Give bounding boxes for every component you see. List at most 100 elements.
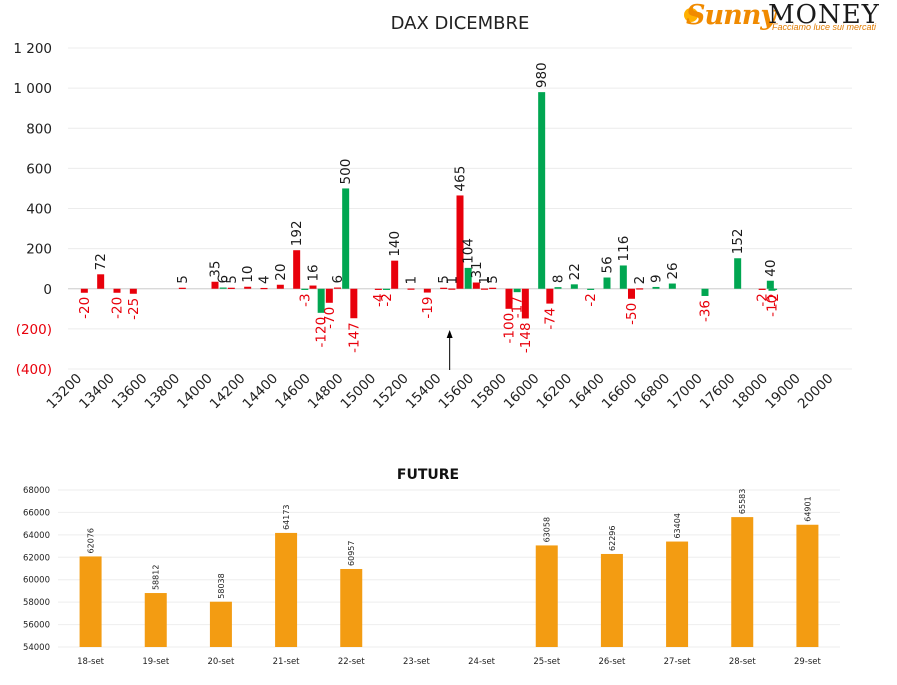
x-tick-label: 16400 [566, 371, 608, 413]
y-tick-label: 58000 [23, 598, 50, 608]
data-label: -4 [371, 294, 387, 307]
data-label: 56 [600, 256, 616, 273]
data-label: 2 [632, 276, 648, 285]
bar [227, 287, 235, 289]
x-tick-label: 17000 [664, 371, 706, 413]
bar [538, 92, 546, 289]
data-label: 5 [224, 275, 240, 284]
data-label: 64901 [803, 496, 812, 521]
x-tick-label: 16000 [501, 371, 543, 413]
bar [554, 287, 562, 289]
x-tick-label: 14600 [272, 371, 314, 413]
sun-icon [684, 8, 698, 22]
data-label: 116 [616, 236, 632, 262]
x-tick-label: 25-set [533, 657, 561, 667]
arrow-head-icon [446, 330, 453, 338]
data-label: 60957 [347, 541, 356, 566]
bar [334, 287, 341, 289]
x-tick-label: 15200 [370, 371, 412, 413]
bar [619, 265, 627, 289]
x-tick-label: 22-set [338, 657, 366, 667]
bar [209, 601, 232, 647]
x-tick-label: 15000 [337, 371, 379, 413]
bar [731, 517, 754, 647]
bar [666, 541, 689, 647]
data-label: 62296 [608, 526, 617, 551]
data-label: 22 [567, 263, 583, 280]
bar [600, 553, 623, 647]
data-label: -20 [110, 297, 126, 319]
x-tick-label: 28-set [729, 657, 757, 667]
data-label: 26 [665, 262, 681, 279]
bar [407, 288, 415, 290]
x-tick-label: 15600 [435, 371, 477, 413]
bar [374, 288, 382, 290]
data-label: 35 [208, 261, 224, 278]
bar [448, 288, 456, 290]
data-label: -147 [346, 322, 362, 353]
data-label: -20 [77, 297, 93, 319]
bar [513, 288, 521, 293]
data-label: -120 [314, 317, 330, 348]
y-tick-label: 56000 [23, 621, 50, 631]
bar [129, 288, 137, 294]
x-tick-label: 13400 [76, 371, 118, 413]
y-tick-label: 62000 [23, 553, 50, 563]
bar [97, 274, 105, 289]
data-label: 58812 [152, 565, 161, 590]
y-tick-label: 400 [26, 202, 52, 218]
bar [440, 287, 448, 289]
bar [505, 288, 513, 309]
data-label: 192 [289, 220, 305, 246]
y-tick-label: 800 [26, 121, 52, 137]
x-tick-label: 20-set [207, 657, 235, 667]
data-label: -19 [420, 297, 436, 319]
bar [489, 287, 497, 289]
x-tick-label: 29-set [794, 657, 822, 667]
data-label: 140 [387, 231, 403, 257]
x-tick-label: 19000 [762, 371, 804, 413]
data-label: 20 [273, 264, 289, 281]
y-tick-label: 600 [26, 161, 52, 177]
bar [535, 545, 558, 647]
bar [472, 282, 480, 289]
x-tick-label: 14400 [239, 371, 281, 413]
bar [275, 532, 298, 647]
y-tick-label: 1 200 [13, 41, 52, 57]
data-label: -70 [322, 307, 338, 329]
y-tick-label: 1 000 [13, 81, 52, 97]
data-label: 63404 [673, 513, 682, 538]
x-tick-label: 14000 [174, 371, 216, 413]
bar [276, 284, 284, 289]
x-tick-label: 14800 [305, 371, 347, 413]
x-tick-label: 17600 [697, 371, 739, 413]
data-label: -50 [624, 303, 640, 325]
x-tick-label: 15400 [403, 371, 445, 413]
data-label: 63058 [543, 517, 552, 542]
x-tick-label: 16600 [599, 371, 641, 413]
bar [668, 283, 676, 289]
data-label: 62076 [87, 528, 96, 553]
bar [734, 258, 742, 289]
bar [570, 284, 578, 289]
bar [301, 288, 309, 290]
bar [350, 288, 358, 319]
bar [464, 267, 472, 289]
x-tick-label: 19-set [142, 657, 170, 667]
bar [770, 288, 778, 290]
x-tick-label: 21-set [273, 657, 301, 667]
logo-brand-right: MONEY [768, 0, 880, 30]
logo-tagline: Facciamo luce sui mercati [772, 22, 877, 32]
y-tick-label: 68000 [23, 486, 50, 496]
bar [325, 288, 333, 303]
data-label: 6 [216, 275, 232, 284]
data-label: 465 [453, 166, 469, 192]
data-label: 16 [306, 264, 322, 281]
bar [260, 287, 268, 290]
bar [340, 568, 363, 647]
data-label: -2 [755, 293, 771, 306]
data-label: -36 [698, 300, 714, 322]
chart-title: FUTURE [397, 467, 459, 483]
data-label: -74 [542, 308, 558, 330]
x-tick-label: 16200 [533, 371, 575, 413]
